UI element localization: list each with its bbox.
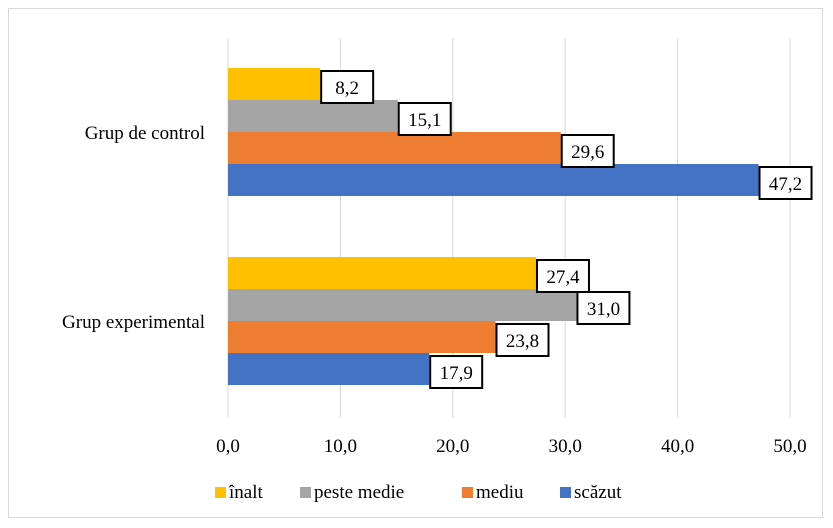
bar-1-1: [228, 289, 577, 321]
bar-0-1: [228, 257, 536, 289]
legend-swatch-0: [215, 487, 226, 498]
data-label: 47,2: [769, 174, 802, 195]
legend-label-3: scăzut: [574, 482, 622, 503]
data-label: 8,2: [335, 78, 359, 99]
bar-3-1: [228, 353, 430, 385]
bar-2-0: [228, 132, 561, 164]
data-label-box: [535, 259, 590, 293]
legend-label-0: înalt: [228, 482, 263, 503]
data-label: 15,1: [408, 110, 441, 131]
legend-swatch-2: [462, 487, 473, 498]
data-label-box: [758, 166, 813, 200]
x-tick-label: 20,0: [436, 436, 469, 457]
x-tick-label: 10,0: [324, 436, 357, 457]
x-tick-label: 50,0: [773, 436, 806, 457]
x-tick-label: 30,0: [549, 436, 582, 457]
data-label-box: [495, 323, 550, 357]
category-label: Grup de control: [85, 123, 205, 144]
data-label: 23,8: [506, 331, 539, 352]
legend-swatch-3: [560, 487, 571, 498]
data-label: 17,9: [440, 363, 473, 384]
legend-swatch-1: [300, 487, 311, 498]
category-label: Grup experimental: [62, 312, 205, 333]
data-label-box: [429, 355, 484, 389]
bar-3-0: [228, 164, 759, 196]
bar-0-0: [228, 68, 321, 100]
data-label: 29,6: [571, 142, 604, 163]
legend-label-1: peste medie: [314, 482, 404, 503]
legend-label-2: mediu: [476, 482, 524, 503]
data-label-box: [560, 134, 615, 168]
bar-2-1: [228, 321, 496, 353]
data-label: 31,0: [587, 299, 620, 320]
data-label-box: [397, 102, 452, 136]
x-tick-label: 40,0: [661, 436, 694, 457]
data-label-box: [320, 70, 375, 104]
x-tick-label: 0,0: [216, 436, 240, 457]
data-label: 27,4: [546, 267, 580, 288]
data-label-box: [576, 291, 631, 325]
bar-1-0: [228, 100, 398, 132]
